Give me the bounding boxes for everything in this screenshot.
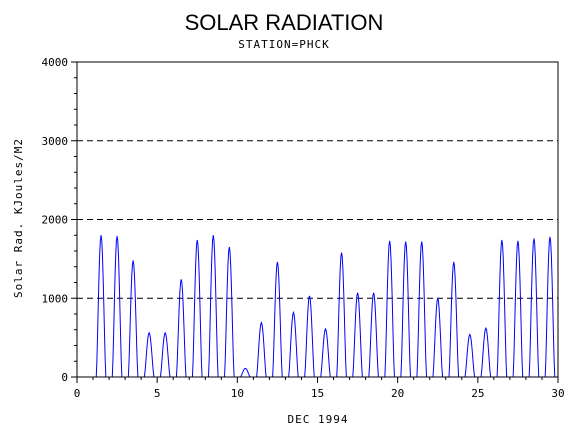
- chart-title: SOLAR RADIATION: [185, 10, 384, 35]
- x-axis-label: DEC 1994: [288, 413, 349, 426]
- x-tick-label: 15: [311, 387, 324, 400]
- y-tick-label: 0: [61, 371, 68, 384]
- x-axis: 0 5 10 15 20 25 30: [74, 377, 565, 400]
- chart-subtitle: STATION=PHCK: [238, 38, 329, 51]
- series-layer: [77, 235, 558, 378]
- y-axis: 0 1000 2000 3000 4000: [42, 56, 77, 384]
- grid-lines: [77, 61, 558, 299]
- x-tick-label: 20: [391, 387, 404, 400]
- y-tick-label: 3000: [42, 135, 69, 148]
- x-tick-label: 30: [551, 387, 564, 400]
- y-tick-label: 1000: [42, 292, 69, 305]
- x-tick-label: 10: [231, 387, 244, 400]
- y-tick-label: 2000: [42, 214, 69, 227]
- y-tick-label: 4000: [42, 56, 69, 69]
- x-tick-label: 5: [154, 387, 161, 400]
- y-axis-label: Solar Rad. KJoules/M2: [12, 138, 25, 298]
- x-tick-label: 0: [74, 387, 81, 400]
- x-tick-label: 25: [471, 387, 484, 400]
- series-line-0: [77, 235, 558, 378]
